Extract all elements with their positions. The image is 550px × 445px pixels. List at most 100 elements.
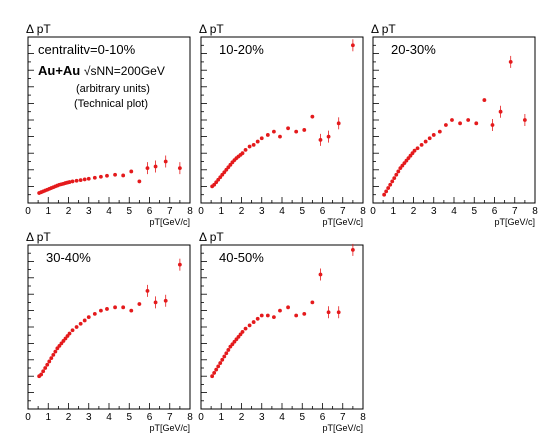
centrality-label: 10-20%: [219, 42, 264, 57]
data-point: [498, 109, 503, 114]
units-note: (arbitrary units): [76, 83, 150, 95]
data-point: [247, 323, 252, 328]
data-point: [121, 173, 126, 178]
x-tick-label: 3: [259, 412, 265, 423]
data-point: [74, 178, 79, 183]
x-tick-label: 4: [106, 206, 112, 217]
x-tick-label: 4: [279, 206, 285, 217]
data-point: [86, 315, 91, 320]
x-tick-label: 2: [239, 206, 245, 217]
data-point: [423, 139, 428, 144]
data-point: [265, 313, 270, 318]
x-tick-label: 3: [259, 206, 265, 217]
data-point: [177, 166, 182, 171]
data-point: [336, 121, 341, 126]
data-point: [145, 166, 150, 171]
data-point: [78, 178, 83, 182]
data-point: [427, 136, 432, 141]
x-tick-label: 8: [532, 206, 538, 217]
x-tick-label: 4: [106, 412, 112, 423]
x-tick-label: 2: [66, 412, 72, 423]
data-point: [153, 164, 158, 169]
data-point: [294, 313, 299, 318]
data-point: [294, 129, 299, 134]
data-point: [412, 148, 417, 153]
x-tick-label: 8: [187, 206, 193, 217]
data-point: [272, 315, 276, 320]
data-point: [286, 305, 290, 310]
panel-3: 0 1 2 3 4 5 6 7 8 Δ pT pT[GeV/c] 20-30%: [370, 22, 538, 227]
data-point: [326, 134, 331, 139]
data-point: [302, 128, 307, 132]
data-point: [396, 169, 401, 174]
system-label: Au+Au √sNN=200GeV: [38, 63, 165, 78]
data-point: [216, 364, 221, 369]
data-point: [99, 174, 103, 179]
x-tick-label: 1: [45, 412, 51, 423]
x-tick-label: 1: [218, 206, 224, 217]
data-point: [272, 129, 276, 134]
x-axis-label: pT[GeV/c]: [322, 423, 363, 433]
data-point: [450, 118, 454, 122]
data-point: [210, 374, 215, 379]
data-point: [70, 328, 75, 333]
centrality-label: 20-30%: [391, 42, 436, 57]
x-tick-label: 6: [320, 206, 326, 217]
centrality-label: 40-50%: [219, 250, 264, 265]
x-tick-label: 8: [360, 206, 366, 217]
data-point: [431, 133, 436, 137]
x-tick-label: 5: [126, 412, 132, 423]
y-axis-label: Δ pT: [199, 230, 224, 244]
data-point: [45, 362, 50, 367]
data-point: [41, 369, 46, 374]
data-point: [390, 179, 395, 184]
data-point: [43, 366, 48, 370]
data-point: [278, 308, 282, 313]
x-tick-label: 3: [86, 206, 92, 217]
data-point: [259, 313, 264, 318]
data-point: [350, 43, 355, 48]
x-tick-label: 3: [86, 412, 92, 423]
panel-5: 0 1 2 3 4 5 6 7 8 Δ pT pT[GeV/c] 40-50%: [198, 230, 366, 433]
data-point: [70, 179, 75, 184]
x-tick-label: 5: [299, 412, 305, 423]
x-tick-label: 4: [279, 412, 285, 423]
data-point: [310, 114, 315, 119]
data-point: [67, 180, 72, 184]
x-axis-label: pT[GeV/c]: [494, 217, 535, 227]
data-point: [212, 371, 217, 375]
panel-frame: [27, 244, 191, 410]
data-point: [92, 311, 97, 316]
centrality-label: centralitv=0-10%: [38, 42, 136, 57]
data-point: [51, 352, 56, 357]
x-tick-label: 0: [198, 206, 204, 217]
data-point: [419, 143, 424, 147]
data-point: [121, 305, 126, 310]
data-point: [310, 300, 315, 305]
x-tick-label: 6: [320, 412, 326, 423]
data-point: [326, 310, 331, 315]
data-point: [386, 186, 391, 190]
data-point: [255, 139, 260, 144]
data-point: [247, 144, 252, 149]
data-point: [153, 300, 158, 305]
y-axis-label: Δ pT: [371, 22, 396, 36]
data-point: [490, 123, 495, 127]
x-tick-label: 7: [167, 412, 173, 423]
data-point: [474, 121, 479, 126]
x-tick-label: 0: [198, 412, 204, 423]
x-tick-label: 1: [218, 412, 224, 423]
data-point: [224, 351, 229, 356]
panel-4: 0 1 2 3 4 5 6 7 8 Δ pT pT[GeV/c] 30-40%: [25, 230, 193, 433]
data-point: [67, 331, 72, 336]
y-axis-label: Δ pT: [26, 22, 51, 36]
data-point: [47, 359, 52, 364]
data-point: [522, 118, 527, 122]
data-point: [466, 118, 471, 122]
data-point: [482, 98, 487, 102]
y-axis-label: Δ pT: [199, 22, 224, 36]
data-point: [49, 356, 54, 361]
data-point: [129, 169, 134, 174]
data-point: [82, 318, 87, 323]
x-tick-label: 4: [451, 206, 457, 217]
